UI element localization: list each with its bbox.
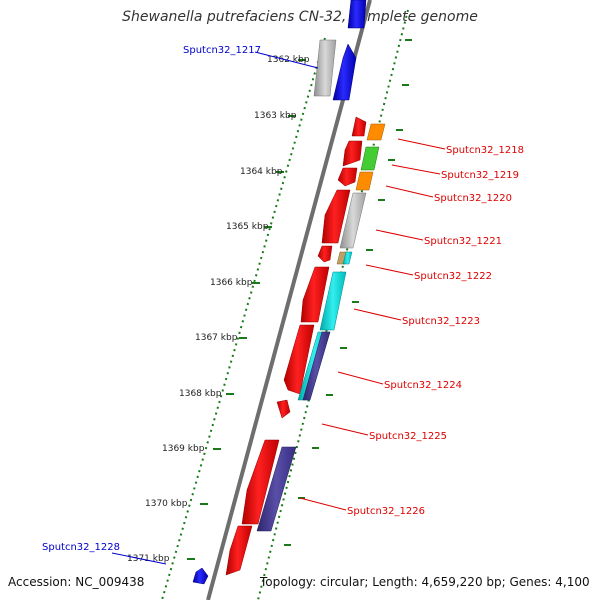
scale-label-1371: 1371 kbp — [127, 554, 170, 564]
gene-feature-red-arrow[interactable] — [276, 399, 291, 419]
gene-feature[interactable] — [313, 39, 337, 97]
gene-feature-red-arrow[interactable] — [317, 245, 333, 263]
accession-text: Accession: NC_009438 — [8, 575, 145, 589]
forward-strand-genes — [192, 0, 367, 585]
gene-feature-blue-arrow[interactable] — [192, 567, 209, 585]
scale-label-1367: 1367 kbp — [195, 333, 238, 343]
gene-label-sputcn32-1228[interactable]: Sputcn32_1228 — [42, 542, 120, 553]
gene-label-sputcn32-1217[interactable]: Sputcn32_1217 — [183, 45, 261, 56]
gene-label-sputcn32-1226[interactable]: Sputcn32_1226 — [347, 506, 425, 517]
gene-feature[interactable] — [366, 123, 386, 141]
scale-label-1370: 1370 kbp — [145, 499, 188, 509]
gene-feature[interactable] — [256, 446, 297, 532]
gene-feature[interactable] — [355, 171, 374, 191]
genome-title: Shewanella putrefaciens CN-32, complete … — [122, 9, 478, 25]
gene-feature[interactable] — [302, 331, 331, 401]
gene-feature-blue-arrow[interactable] — [332, 43, 357, 101]
gene-feature-red-arrow[interactable] — [225, 525, 253, 576]
gene-feature[interactable] — [342, 251, 353, 265]
scale-label-1368: 1368 kbp — [179, 389, 222, 399]
gene-feature-red-arrow[interactable] — [342, 140, 363, 167]
gene-feature[interactable] — [319, 271, 347, 331]
gene-feature[interactable] — [360, 146, 380, 171]
gene-feature-red-arrow[interactable] — [321, 189, 351, 244]
gene-label-sputcn32-1220[interactable]: Sputcn32_1220 — [434, 193, 512, 204]
scale-label-1369: 1369 kbp — [162, 444, 205, 454]
scale-label-1363: 1363 kbp — [254, 111, 297, 121]
gene-feature-red-arrow[interactable] — [241, 439, 280, 525]
gene-label-sputcn32-1222[interactable]: Sputcn32_1222 — [414, 271, 492, 282]
gene-label-sputcn32-1223[interactable]: Sputcn32_1223 — [402, 316, 480, 327]
outer-dotted-track — [161, 37, 326, 600]
scale-label-1365: 1365 kbp — [226, 222, 269, 232]
gene-feature-red-arrow[interactable] — [300, 266, 330, 323]
scale-label-1366: 1366 kbp — [210, 278, 253, 288]
gene-feature[interactable] — [347, 0, 367, 29]
scale-ticks — [187, 39, 412, 560]
gene-label-sputcn32-1224[interactable]: Sputcn32_1224 — [384, 380, 462, 391]
scale-label-1364: 1364 kbp — [240, 167, 283, 177]
topology-text: Topology: circular; Length: 4,659,220 bp… — [260, 575, 590, 589]
gene-feature-red-arrow[interactable] — [337, 167, 358, 187]
label-leader-lines — [111, 51, 446, 565]
reverse-strand-genes — [256, 123, 386, 532]
gene-feature-red-arrow[interactable] — [351, 116, 367, 137]
gene-label-sputcn32-1218[interactable]: Sputcn32_1218 — [446, 145, 524, 156]
gene-labels: Sputcn32_1217 Sputcn32_1228 Sputcn32_121… — [42, 45, 524, 553]
gene-feature-red-arrow[interactable] — [283, 324, 315, 395]
gene-label-sputcn32-1219[interactable]: Sputcn32_1219 — [441, 170, 519, 181]
gene-label-sputcn32-1221[interactable]: Sputcn32_1221 — [424, 236, 502, 247]
gene-feature[interactable] — [339, 192, 367, 249]
gene-label-sputcn32-1225[interactable]: Sputcn32_1225 — [369, 431, 447, 442]
